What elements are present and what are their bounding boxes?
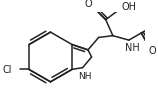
Text: NH: NH <box>78 71 91 80</box>
Text: Cl: Cl <box>3 65 12 75</box>
Text: NH: NH <box>125 43 140 53</box>
Text: O: O <box>149 45 157 55</box>
Text: OH: OH <box>121 2 136 12</box>
Text: O: O <box>84 0 92 9</box>
